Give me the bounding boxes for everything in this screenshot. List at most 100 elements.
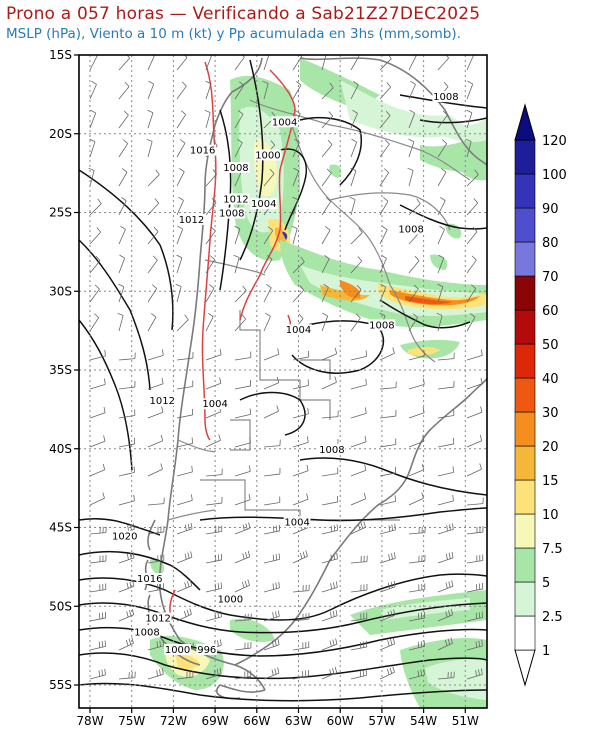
- colorbar-top-arrow: [514, 103, 536, 141]
- lat-tick-label: 50S: [49, 599, 72, 613]
- isobar-label: 1012: [223, 194, 248, 205]
- colorbar-segment: [514, 479, 536, 515]
- isobar-label-bg: [164, 643, 191, 655]
- colorbar-segment: [514, 139, 536, 175]
- colorbar-label: 90: [542, 202, 559, 217]
- coastline-layer: [144, 57, 487, 700]
- isobar-label-bg: [216, 593, 244, 605]
- lon-tick-label: 75W: [118, 714, 145, 728]
- isobar-label: 1008: [369, 320, 394, 331]
- isobar-label: 1012: [179, 215, 204, 226]
- colorbar-segment: [514, 411, 536, 447]
- isobar-label: 1012: [145, 613, 170, 624]
- lat-tick-label: 25S: [49, 206, 72, 220]
- isobar-label: 1004: [251, 199, 276, 210]
- isobar-label-bg: [250, 198, 278, 210]
- colorbar-label: 5: [542, 576, 550, 591]
- wind-barbs-layer: [88, 55, 484, 680]
- colorbar-segment: [514, 343, 536, 379]
- isobar-label-bg: [218, 207, 246, 219]
- colorbar-bottom-arrow: [514, 649, 536, 687]
- isobar-label-bg: [196, 643, 218, 655]
- isobar-label-bg: [222, 161, 250, 173]
- isobar-label-bg: [133, 626, 161, 638]
- isobar-label: 1008: [319, 445, 344, 456]
- lat-tick-label: 30S: [49, 284, 72, 298]
- isobar-label-bg: [271, 116, 298, 128]
- colorbar-segment: [514, 513, 536, 549]
- isobar-label-bg: [178, 213, 205, 225]
- isobar-label-bg: [283, 516, 311, 528]
- isobar-label-bg: [148, 395, 176, 407]
- lon-tick-label: 72W: [160, 714, 187, 728]
- colorbar-label: 15: [542, 474, 559, 489]
- isobar-label: 1012: [150, 396, 175, 407]
- colorbar-segment: [514, 241, 536, 277]
- lat-tick-label: 40S: [49, 442, 72, 456]
- colorbar-label: 60: [542, 304, 559, 319]
- colorbar-segment: [514, 207, 536, 243]
- lon-tick-label: 78W: [76, 714, 103, 728]
- isobar-label: 1004: [272, 117, 297, 128]
- isobar-label: 1008: [433, 92, 458, 103]
- colorbar-segment: [514, 309, 536, 345]
- isobar-label-bg: [201, 398, 229, 410]
- isobar-label: 1008: [398, 224, 423, 235]
- isobar-label-bg: [144, 612, 172, 624]
- colorbar-segment: [514, 547, 536, 583]
- colorbar-label: 70: [542, 270, 559, 285]
- isobar-label-bg: [368, 319, 396, 331]
- colorbar-label: 80: [542, 236, 559, 251]
- lat-tick-label: 20S: [49, 127, 72, 141]
- colorbar-segment: [514, 445, 536, 481]
- isobar-label: 1008: [219, 209, 244, 220]
- isobar-label: 1016: [137, 574, 162, 585]
- precip-colorbar: 1 2.5 5 7.5 10 15 20 30 40 50 60 70 80 90 100 120: [514, 103, 567, 687]
- isobar-label-bg: [432, 91, 460, 103]
- lat-tick-label: 45S: [49, 521, 72, 535]
- isobar-label-bg: [136, 573, 164, 585]
- colorbar-label: 1: [542, 644, 550, 659]
- lon-tick-label: 69W: [202, 714, 229, 728]
- colorbar-segment: [514, 581, 536, 617]
- lon-tick-label: 66W: [243, 714, 270, 728]
- isobar-label-bg: [254, 149, 282, 161]
- lon-tick-label: 60W: [327, 714, 354, 728]
- lon-tick-label: 54W: [410, 714, 437, 728]
- lon-tick-label: 51W: [452, 714, 479, 728]
- colorbar-segment: [514, 173, 536, 209]
- isobar-label: 1004: [286, 325, 311, 336]
- isobar-label: 1004: [202, 399, 227, 410]
- isobar-label-bg: [111, 530, 139, 542]
- isobar-label: 1008: [134, 628, 159, 639]
- isobar-label: 996: [197, 645, 216, 656]
- colorbar-segment: [514, 615, 536, 651]
- lon-tick-label: 63W: [285, 714, 312, 728]
- isobar-label-bg: [397, 223, 425, 235]
- isobar-label: 1000: [218, 595, 243, 606]
- lat-tick-label: 15S: [49, 48, 72, 62]
- isobar-label: 1020: [112, 532, 137, 543]
- colorbar-label: 100: [542, 168, 567, 183]
- isobar-label: 1000: [165, 645, 190, 656]
- colorbar-label: 7.5: [542, 542, 563, 557]
- map-axes: 78W 75W 72W 69W 66W 63W 60W 57W 54W 51W 15S 20S 25S 3…: [49, 48, 479, 728]
- colorbar-label: 2.5: [542, 610, 563, 625]
- lon-tick-label: 57W: [368, 714, 395, 728]
- lat-tick-label: 35S: [49, 363, 72, 377]
- colorbar-segment: [514, 275, 536, 311]
- lat-tick-label: 55S: [49, 678, 72, 692]
- map-frame: [78, 54, 488, 709]
- map-title: Prono a 057 horas — Verificando a Sab21Z…: [6, 4, 481, 24]
- isobar-label: 1008: [223, 163, 248, 174]
- colorbar-label: 50: [542, 338, 559, 353]
- isobar-label: 1016: [190, 146, 215, 157]
- colorbar-label: 120: [542, 134, 567, 149]
- map-subtitle: MSLP (hPa), Viento a 10 m (kt) y Pp acum…: [6, 26, 461, 42]
- isobar-label-bg: [189, 144, 216, 156]
- isobar-label-bg: [285, 324, 312, 336]
- isobar-label: 1000: [255, 150, 280, 161]
- colorbar-label: 20: [542, 440, 559, 455]
